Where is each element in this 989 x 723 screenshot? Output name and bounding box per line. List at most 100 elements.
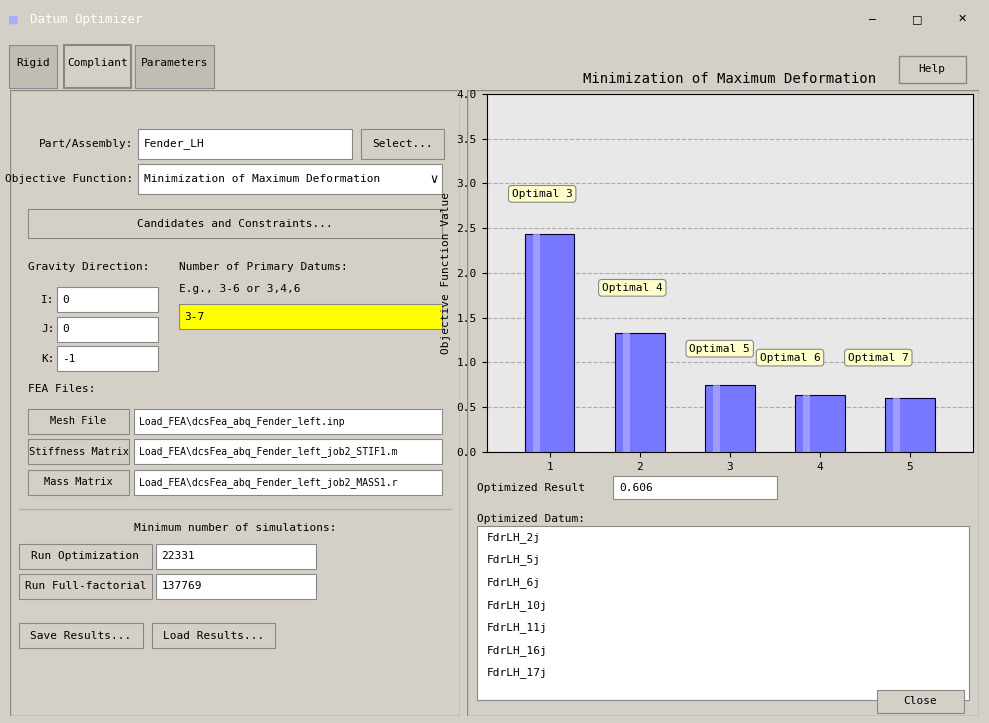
- Text: J:: J:: [42, 325, 55, 334]
- FancyBboxPatch shape: [151, 623, 275, 649]
- Text: FdrLH_5j: FdrLH_5j: [487, 555, 540, 565]
- Text: Save Results...: Save Results...: [30, 630, 132, 641]
- Text: FdrLH_10j: FdrLH_10j: [487, 599, 547, 610]
- Text: FEA Files:: FEA Files:: [28, 385, 95, 394]
- Text: Gravity Direction:: Gravity Direction:: [28, 262, 149, 272]
- FancyBboxPatch shape: [477, 526, 969, 700]
- Text: 137769: 137769: [161, 581, 202, 591]
- Bar: [533, 234, 540, 452]
- Bar: [885, 398, 935, 452]
- Text: Load_FEA\dcsFea_abq_Fender_left_job2_MASS1.r: Load_FEA\dcsFea_abq_Fender_left_job2_MAS…: [139, 477, 398, 488]
- Text: Select...: Select...: [372, 139, 433, 148]
- FancyBboxPatch shape: [898, 4, 936, 35]
- Text: Stiffness Matrix: Stiffness Matrix: [29, 447, 129, 457]
- FancyBboxPatch shape: [57, 317, 158, 342]
- Text: FdrLH_2j: FdrLH_2j: [487, 532, 540, 543]
- Text: Optimal 4: Optimal 4: [602, 283, 663, 293]
- Text: K:: K:: [42, 354, 55, 364]
- Text: Rigid: Rigid: [17, 59, 50, 68]
- Text: Optimal 5: Optimal 5: [689, 343, 750, 354]
- FancyBboxPatch shape: [57, 287, 158, 312]
- Text: Optimal 6: Optimal 6: [760, 353, 820, 363]
- FancyBboxPatch shape: [156, 544, 315, 569]
- FancyBboxPatch shape: [19, 544, 151, 569]
- Text: Mesh File: Mesh File: [50, 416, 107, 427]
- Text: 0: 0: [62, 295, 69, 305]
- Text: FdrLH_6j: FdrLH_6j: [487, 577, 540, 588]
- Bar: [803, 395, 810, 452]
- FancyBboxPatch shape: [64, 45, 131, 87]
- FancyBboxPatch shape: [134, 408, 442, 434]
- Text: Candidates and Constraints...: Candidates and Constraints...: [137, 218, 332, 228]
- Text: E.g., 3-6 or 3,4,6: E.g., 3-6 or 3,4,6: [179, 284, 300, 294]
- Text: Load Results...: Load Results...: [163, 630, 264, 641]
- Text: Optimized Result: Optimized Result: [477, 482, 585, 492]
- Text: Minimum number of simulations:: Minimum number of simulations:: [134, 523, 336, 533]
- Text: Help: Help: [919, 64, 945, 74]
- FancyBboxPatch shape: [10, 90, 460, 716]
- FancyBboxPatch shape: [19, 574, 151, 599]
- FancyBboxPatch shape: [28, 209, 442, 238]
- FancyBboxPatch shape: [467, 90, 979, 716]
- Bar: [623, 333, 630, 452]
- Title: Minimization of Maximum Deformation: Minimization of Maximum Deformation: [584, 72, 876, 86]
- Bar: [705, 385, 755, 452]
- FancyBboxPatch shape: [57, 346, 158, 371]
- Text: Mass Matrix: Mass Matrix: [45, 477, 113, 487]
- Text: FdrLH_11j: FdrLH_11j: [487, 622, 547, 633]
- Text: 3-7: 3-7: [184, 312, 205, 322]
- Text: 22331: 22331: [161, 552, 195, 561]
- Bar: [615, 333, 665, 452]
- FancyBboxPatch shape: [28, 408, 130, 434]
- Bar: [893, 398, 900, 452]
- FancyBboxPatch shape: [28, 470, 130, 495]
- Text: Part/Assembly:: Part/Assembly:: [40, 139, 134, 148]
- FancyBboxPatch shape: [138, 164, 442, 194]
- Text: Load_FEA\dcsFea_abq_Fender_left.inp: Load_FEA\dcsFea_abq_Fender_left.inp: [139, 416, 344, 427]
- Text: ■: ■: [8, 15, 18, 25]
- FancyBboxPatch shape: [613, 476, 776, 500]
- Text: Close: Close: [903, 696, 937, 706]
- Text: Objective Function:: Objective Function:: [5, 174, 134, 184]
- FancyBboxPatch shape: [361, 129, 444, 158]
- Text: Fender_LH: Fender_LH: [143, 138, 205, 149]
- FancyBboxPatch shape: [134, 470, 442, 495]
- Text: -1: -1: [62, 354, 76, 364]
- Text: 0.606: 0.606: [619, 482, 653, 492]
- FancyBboxPatch shape: [19, 623, 142, 649]
- Text: FdrLH_16j: FdrLH_16j: [487, 645, 547, 656]
- Text: FdrLH_17j: FdrLH_17j: [487, 667, 547, 678]
- FancyBboxPatch shape: [134, 440, 442, 464]
- Bar: [713, 385, 720, 452]
- Text: 0: 0: [62, 325, 69, 334]
- Bar: [795, 395, 845, 452]
- FancyBboxPatch shape: [179, 304, 442, 329]
- Text: Minimization of Maximum Deformation: Minimization of Maximum Deformation: [143, 174, 380, 184]
- Text: ─: ─: [868, 14, 874, 24]
- Text: Run Full-factorial: Run Full-factorial: [25, 581, 146, 591]
- Text: I:: I:: [42, 295, 55, 305]
- FancyBboxPatch shape: [944, 4, 981, 35]
- Text: Datum Optimizer: Datum Optimizer: [30, 14, 142, 26]
- Text: Number of Primary Datums:: Number of Primary Datums:: [179, 262, 347, 272]
- Text: ✕: ✕: [957, 14, 967, 24]
- Text: Optimal 3: Optimal 3: [512, 189, 573, 199]
- FancyBboxPatch shape: [135, 45, 214, 87]
- Y-axis label: Objective Function Value: Objective Function Value: [441, 192, 451, 354]
- FancyBboxPatch shape: [28, 440, 130, 464]
- Text: Compliant: Compliant: [67, 59, 128, 68]
- FancyBboxPatch shape: [156, 574, 315, 599]
- FancyBboxPatch shape: [853, 4, 890, 35]
- Text: Load_FEA\dcsFea_abq_Fender_left_job2_STIF1.m: Load_FEA\dcsFea_abq_Fender_left_job2_STI…: [139, 446, 398, 458]
- FancyBboxPatch shape: [138, 129, 352, 158]
- Text: □: □: [912, 14, 922, 24]
- Bar: [525, 234, 575, 452]
- Text: ∨: ∨: [429, 173, 438, 186]
- Text: Run Optimization: Run Optimization: [32, 552, 139, 561]
- FancyBboxPatch shape: [10, 45, 57, 87]
- Text: Parameters: Parameters: [140, 59, 209, 68]
- Text: Optimal 7: Optimal 7: [848, 353, 909, 363]
- FancyBboxPatch shape: [876, 690, 963, 714]
- Text: Optimized Datum:: Optimized Datum:: [477, 514, 585, 523]
- FancyBboxPatch shape: [899, 56, 965, 83]
